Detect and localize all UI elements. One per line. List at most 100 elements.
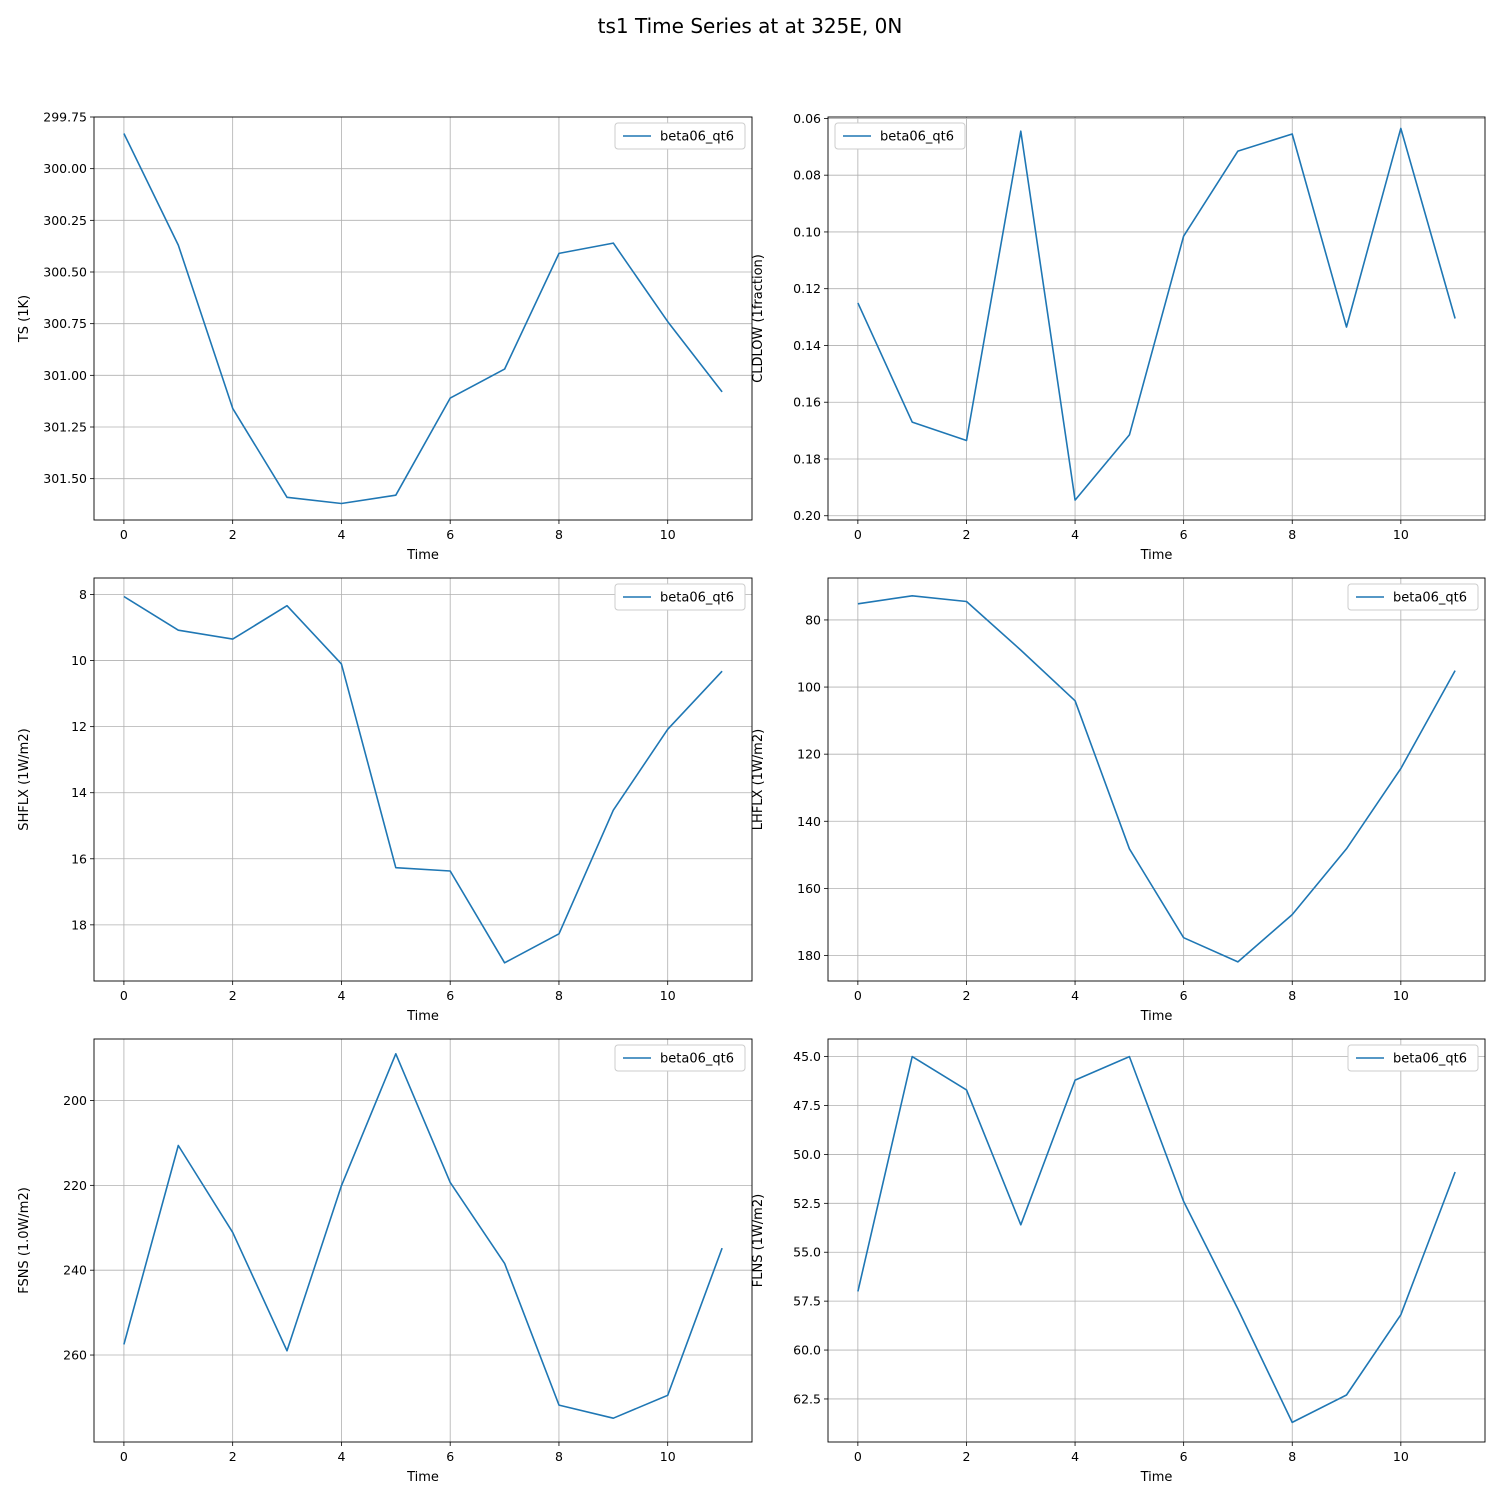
y-tick-label: 80	[805, 612, 821, 627]
x-tick-label: 4	[1071, 1449, 1079, 1464]
y-axis-label: SHFLX (1W/m2)	[17, 728, 32, 830]
subplot-3: 0 2 4 6 8 10 8 10 12 14 16 18 Time SHFLX (1W/m2) beta0…	[17, 577, 753, 1024]
x-tick-label: 8	[1288, 1449, 1296, 1464]
y-tick-label: 0.18	[793, 451, 821, 466]
y-tick-label: 260	[63, 1348, 87, 1363]
legend: beta06_qt6	[614, 1044, 746, 1072]
y-tick-label: 300.25	[43, 213, 87, 228]
series-line	[857, 1055, 1456, 1424]
x-tick-label: 6	[446, 527, 454, 542]
subplot-4: 0 2 4 6 8 10 80 100 120 140 160 180 Time LHFLX (1W/m2…	[751, 577, 1486, 1024]
axes-frame	[827, 116, 1486, 521]
y-tick-label: 52.5	[793, 1196, 821, 1211]
x-tick-label: 4	[337, 527, 345, 542]
x-tick-label: 6	[1180, 988, 1188, 1003]
y-tick-label: 62.5	[793, 1391, 821, 1406]
y-tick-label: 0.20	[793, 508, 821, 523]
y-tick-label: 45.0	[793, 1049, 821, 1064]
x-tick-label: 10	[660, 1449, 676, 1464]
x-tick-label: 6	[446, 988, 454, 1003]
x-tick-label: 2	[229, 988, 237, 1003]
y-tick-label: 140	[797, 814, 821, 829]
y-tick-label: 200	[63, 1093, 87, 1108]
x-axis-label: Time	[1140, 548, 1173, 563]
legend-label: beta06_qt6	[1393, 1052, 1467, 1067]
y-tick-label: 180	[797, 948, 821, 963]
y-tick-label: 0.14	[793, 338, 821, 353]
y-tick-label: 240	[63, 1263, 87, 1278]
y-tick-label: 18	[71, 917, 87, 932]
x-tick-label: 10	[1393, 527, 1409, 542]
y-axis-label: CLDLOW (1fraction)	[751, 254, 766, 383]
series-line	[857, 127, 1456, 501]
y-tick-label: 301.50	[43, 471, 87, 486]
y-tick-label: 299.75	[43, 110, 87, 125]
x-tick-label: 6	[1180, 527, 1188, 542]
y-axis-label: FSNS (1.0W/m2)	[17, 1187, 32, 1294]
y-tick-label: 300.75	[43, 316, 87, 331]
x-tick-label: 8	[555, 1449, 563, 1464]
x-tick-label: 6	[1180, 1449, 1188, 1464]
legend: beta06_qt6	[1347, 1044, 1479, 1072]
axes-frame	[93, 1038, 753, 1443]
x-tick-label: 2	[962, 1449, 970, 1464]
x-tick-label: 0	[120, 527, 128, 542]
y-tick-label: 0.10	[793, 224, 821, 239]
axes-frame	[827, 1038, 1486, 1443]
axes-frame	[93, 116, 753, 521]
subplot-2: 0 2 4 6 8 10 0.06 0.08 0.10 0.12 0.14 0.16 0.18 0.20 T…	[751, 111, 1486, 563]
y-tick-label: 0.08	[793, 168, 821, 183]
x-tick-label: 6	[446, 1449, 454, 1464]
x-tick-label: 10	[660, 988, 676, 1003]
y-axis-label: FLNS (1W/m2)	[751, 1194, 766, 1287]
x-tick-label: 10	[1393, 988, 1409, 1003]
x-tick-label: 2	[229, 527, 237, 542]
x-tick-label: 4	[337, 1449, 345, 1464]
legend-frame	[834, 122, 966, 150]
series-line	[123, 1053, 723, 1419]
x-tick-label: 10	[660, 527, 676, 542]
y-tick-label: 57.5	[793, 1294, 821, 1309]
y-tick-label: 0.16	[793, 395, 821, 410]
x-tick-label: 2	[962, 527, 970, 542]
y-tick-label: 12	[71, 719, 87, 734]
y-tick-label: 50.0	[793, 1147, 821, 1162]
y-tick-label: 0.12	[793, 281, 821, 296]
x-tick-label: 0	[854, 988, 862, 1003]
x-tick-label: 8	[1288, 988, 1296, 1003]
legend-label: beta06_qt6	[1393, 591, 1467, 606]
axes-frame	[93, 577, 753, 982]
y-tick-label: 301.00	[43, 368, 87, 383]
figure-title: ts1 Time Series at at 325E, 0N	[597, 14, 903, 38]
legend-label: beta06_qt6	[880, 130, 954, 145]
x-tick-label: 2	[229, 1449, 237, 1464]
subplot-6: 0 2 4 6 8 10 45.0 47.5 50.0 52.5 55.0 57.5 60.0 62.5 T…	[751, 1038, 1486, 1485]
x-tick-label: 0	[854, 527, 862, 542]
subplot-1: 0 2 4 6 8 10 299.75 300.00 300.25 300.50 300.75 301…	[17, 110, 753, 563]
x-tick-label: 0	[120, 1449, 128, 1464]
legend: beta06_qt6	[614, 583, 746, 611]
legend-label: beta06_qt6	[660, 1052, 734, 1067]
legend-frame	[614, 583, 746, 611]
x-axis-label: Time	[406, 548, 439, 563]
x-tick-label: 8	[1288, 527, 1296, 542]
legend-frame	[1347, 583, 1479, 611]
y-tick-label: 47.5	[793, 1098, 821, 1113]
x-tick-label: 10	[1393, 1449, 1409, 1464]
x-tick-label: 4	[337, 988, 345, 1003]
series-line	[123, 595, 723, 964]
legend-frame	[1347, 1044, 1479, 1072]
x-tick-label: 0	[120, 988, 128, 1003]
y-tick-label: 301.25	[43, 420, 87, 435]
x-tick-label: 0	[854, 1449, 862, 1464]
legend: beta06_qt6	[834, 122, 966, 150]
y-tick-label: 300.50	[43, 265, 87, 280]
x-tick-label: 2	[962, 988, 970, 1003]
y-axis-label: TS (1K)	[17, 295, 32, 343]
y-tick-label: 120	[797, 747, 821, 762]
x-axis-label: Time	[1140, 1470, 1173, 1485]
y-tick-label: 8	[79, 587, 87, 602]
x-axis-label: Time	[406, 1009, 439, 1024]
y-tick-label: 220	[63, 1178, 87, 1193]
